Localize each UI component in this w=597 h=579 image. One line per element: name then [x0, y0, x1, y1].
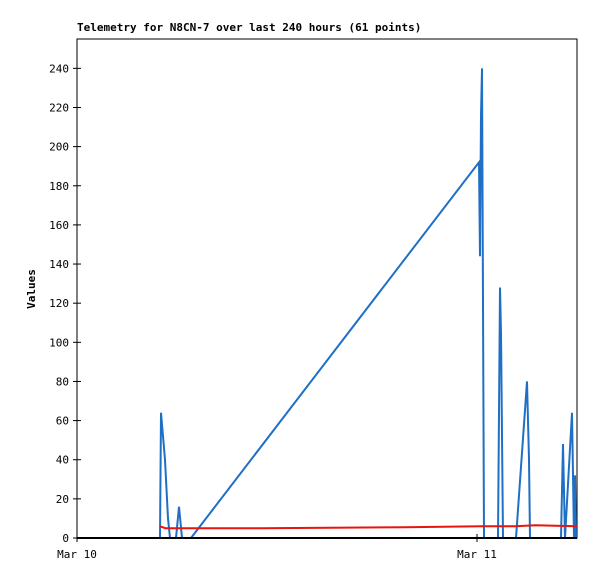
y-tick-label: 220 [49, 101, 69, 114]
y-tick-label: 200 [49, 141, 69, 154]
y-tick-label: 20 [56, 493, 69, 506]
data-line [159, 68, 577, 539]
y-tick-label: 140 [49, 258, 69, 271]
y-tick-label: 120 [49, 297, 69, 310]
y-tick-label: 60 [56, 415, 69, 428]
data-line [159, 524, 578, 530]
x-tick-label: Mar 10 [57, 548, 97, 561]
x-tick-label: Mar 11 [457, 548, 497, 561]
y-tick-label: 100 [49, 336, 69, 349]
y-axis-label: Values [25, 269, 38, 309]
y-tick-label: 160 [49, 219, 69, 232]
chart-title: Telemetry for N8CN-7 over last 240 hours… [77, 21, 421, 34]
y-tick-label: 80 [56, 375, 69, 388]
y-tick-label: 180 [49, 180, 69, 193]
y-tick-label: 0 [62, 532, 69, 545]
y-tick-label: 240 [49, 62, 69, 75]
y-tick-label: 40 [56, 454, 69, 467]
